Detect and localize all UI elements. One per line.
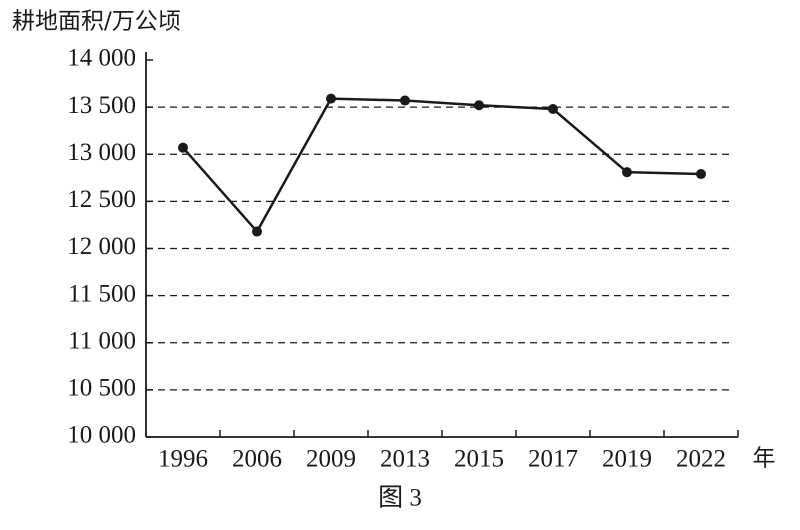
x-tick-label: 2013 — [380, 446, 430, 473]
data-point — [474, 100, 484, 111]
data-point — [252, 226, 262, 237]
x-axis-title: 年 — [753, 446, 776, 472]
x-tick-label: 2017 — [528, 446, 578, 473]
y-tick-label: 12 000 — [67, 233, 136, 260]
x-tick-label: 1996 — [158, 446, 208, 473]
y-tick-label: 11 000 — [68, 327, 136, 354]
y-tick-label: 13 500 — [67, 92, 136, 119]
y-tick-label: 10 000 — [67, 422, 136, 449]
data-point — [622, 167, 632, 178]
y-tick-label: 11 500 — [68, 280, 136, 307]
y-tick-label: 13 000 — [67, 139, 136, 166]
y-axis-title: 耕地面积/万公顷 — [12, 9, 181, 35]
data-point — [696, 169, 706, 180]
x-tick-label: 2009 — [306, 446, 356, 473]
caption: 图 3 — [378, 485, 422, 512]
data-point — [400, 95, 410, 106]
x-tick-label: 2022 — [676, 446, 726, 473]
y-tick-label: 10 500 — [67, 375, 136, 402]
y-tick-label: 12 500 — [67, 186, 136, 213]
data-point — [178, 142, 188, 153]
x-tick-label: 2019 — [602, 446, 652, 473]
x-tick-label: 2006 — [232, 446, 282, 473]
x-tick-label: 2015 — [454, 446, 504, 473]
data-point — [326, 93, 336, 104]
y-tick-label: 14 000 — [67, 45, 136, 72]
data-point — [548, 104, 558, 115]
data-line — [182, 97, 702, 234]
